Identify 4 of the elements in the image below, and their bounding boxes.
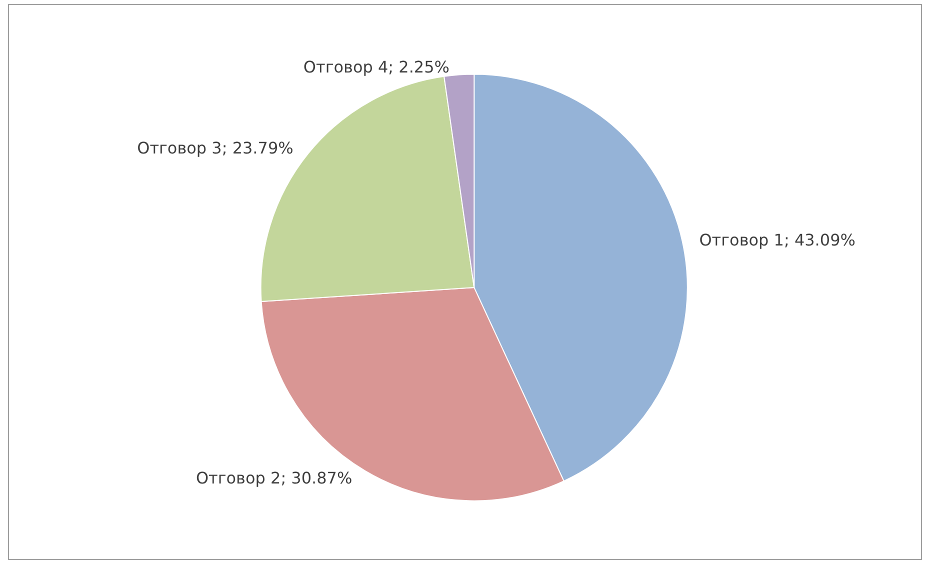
slice-label: Отговор 1; 43.09% (699, 230, 856, 250)
slice-label: Отговор 2; 30.87% (196, 468, 352, 488)
slice-label: Отговор 4; 2.25% (303, 57, 450, 76)
slice-label: Отговор 3; 23.79% (137, 138, 294, 158)
